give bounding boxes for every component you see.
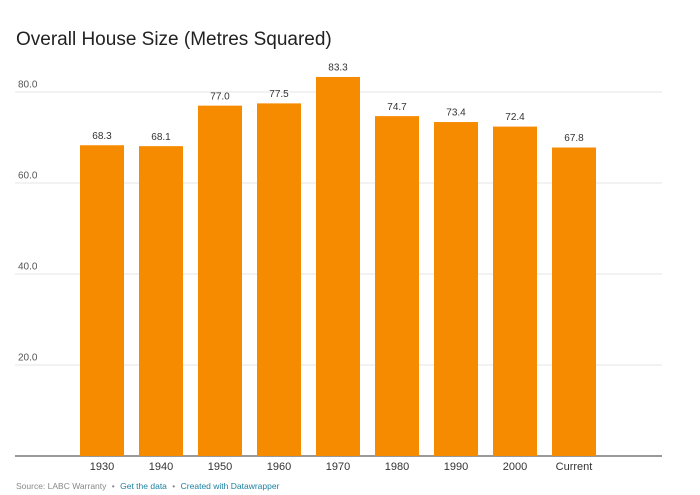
datawrapper-link[interactable]: Created with Datawrapper bbox=[181, 481, 280, 491]
value-label: 83.3 bbox=[328, 63, 348, 74]
x-tick-label: Current bbox=[556, 461, 593, 473]
value-label: 68.3 bbox=[92, 131, 112, 142]
x-tick-label: 1960 bbox=[267, 461, 291, 473]
bar bbox=[493, 126, 537, 456]
x-tick-label: 1970 bbox=[326, 461, 350, 473]
bar bbox=[139, 146, 183, 456]
bar bbox=[198, 105, 242, 457]
x-tick-label: 1930 bbox=[90, 461, 114, 473]
value-label: 74.7 bbox=[387, 102, 407, 113]
x-tick-label: 2000 bbox=[503, 461, 527, 473]
bar bbox=[552, 147, 596, 456]
y-tick-label: 20.0 bbox=[18, 353, 38, 364]
value-label: 67.8 bbox=[564, 133, 584, 144]
bar bbox=[434, 122, 478, 456]
value-label: 73.4 bbox=[446, 108, 466, 119]
value-label: 77.0 bbox=[210, 91, 230, 102]
x-tick-label: 1950 bbox=[208, 461, 232, 473]
y-tick-label: 40.0 bbox=[18, 262, 38, 273]
y-tick-label: 60.0 bbox=[18, 171, 38, 182]
separator: • bbox=[172, 481, 175, 491]
bar bbox=[257, 103, 301, 456]
value-label: 72.4 bbox=[505, 112, 525, 123]
bar bbox=[316, 76, 360, 457]
x-tick-label: 1980 bbox=[385, 461, 409, 473]
footer: Source: LABC Warranty • Get the data • C… bbox=[16, 481, 280, 491]
x-tick-label: 1940 bbox=[149, 461, 173, 473]
chart-title: Overall House Size (Metres Squared) bbox=[16, 29, 332, 50]
bar bbox=[375, 116, 419, 457]
x-tick-label: 1990 bbox=[444, 461, 468, 473]
get-data-link[interactable]: Get the data bbox=[120, 481, 167, 491]
bar bbox=[80, 145, 124, 457]
value-label: 77.5 bbox=[269, 89, 289, 100]
value-label: 68.1 bbox=[151, 132, 171, 143]
separator: • bbox=[112, 481, 115, 491]
source-note: Source: LABC Warranty bbox=[16, 481, 107, 491]
y-tick-label: 80.0 bbox=[18, 80, 38, 91]
